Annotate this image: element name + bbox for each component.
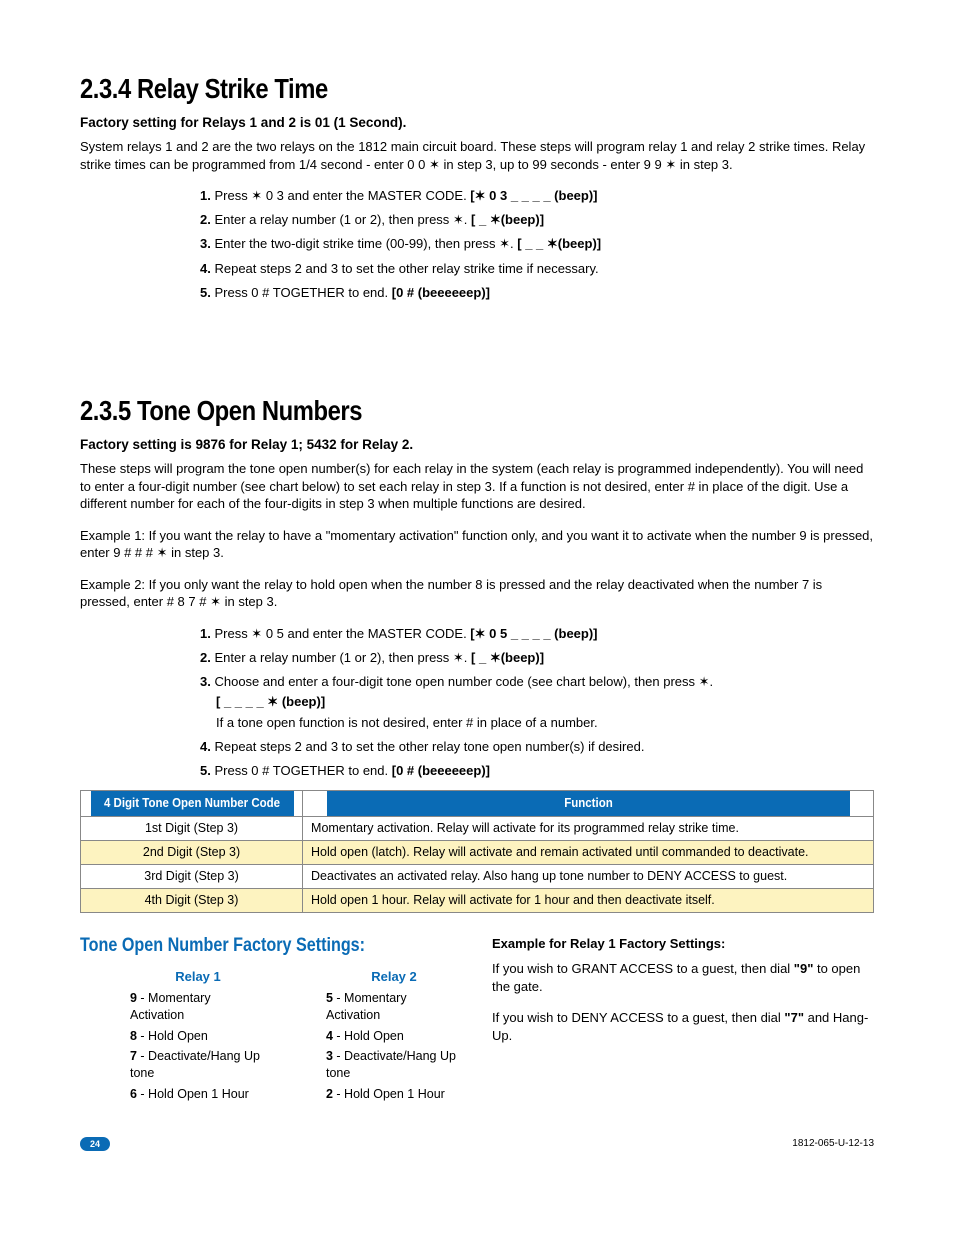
section-234-title: 2.3.4 Relay Strike Time [80, 70, 755, 108]
table-row: 4th Digit (Step 3) Hold open 1 hour. Rel… [81, 888, 874, 912]
step: 1. Press ✶ 0 3 and enter the MASTER CODE… [200, 187, 874, 205]
relay2-title: Relay 2 [326, 968, 462, 986]
section-235-para1: These steps will program the tone open n… [80, 460, 874, 513]
section-234-para: System relays 1 and 2 are the two relays… [80, 138, 874, 173]
section-235-steps: 1. Press ✶ 0 5 and enter the MASTER CODE… [200, 625, 874, 780]
doc-id: 1812-065-U-12-13 [792, 1137, 874, 1151]
example-heading: Example for Relay 1 Factory Settings: [492, 935, 874, 953]
section-235-ex2: Example 2: If you only want the relay to… [80, 576, 874, 611]
table-row: 3rd Digit (Step 3) Deactivates an activa… [81, 864, 874, 888]
step: 5. Press 0 # TOGETHER to end. [0 # (beee… [200, 284, 874, 302]
relay-item: 4 - Hold Open [326, 1028, 462, 1045]
step: 4. Repeat steps 2 and 3 to set the other… [200, 738, 874, 756]
example-p2: If you wish to DENY ACCESS to a guest, t… [492, 1009, 874, 1044]
page-footer: 24 1812-065-U-12-13 [80, 1137, 874, 1151]
step: 1. Press ✶ 0 5 and enter the MASTER CODE… [200, 625, 874, 643]
relay-item: 3 - Deactivate/Hang Up tone [326, 1048, 462, 1082]
section-234-factory: Factory setting for Relays 1 and 2 is 01… [80, 114, 874, 132]
table-row: 1st Digit (Step 3) Momentary activation.… [81, 817, 874, 841]
lower-block: Tone Open Number Factory Settings: Relay… [80, 933, 874, 1107]
step: 2. Enter a relay number (1 or 2), then p… [200, 211, 874, 229]
example-p1: If you wish to GRANT ACCESS to a guest, … [492, 960, 874, 995]
section-235-factory: Factory setting is 9876 for Relay 1; 543… [80, 436, 874, 454]
section-234-steps: 1. Press ✶ 0 3 and enter the MASTER CODE… [200, 187, 874, 302]
relay2-col: Relay 2 5 - Momentary Activation 4 - Hol… [326, 968, 462, 1107]
relay1-title: Relay 1 [130, 968, 266, 986]
table-header-code: 4 Digit Tone Open Number Code [89, 791, 293, 817]
table-header-function: Function [325, 791, 850, 817]
relay1-col: Relay 1 9 - Momentary Activation 8 - Hol… [130, 968, 266, 1107]
relay-item: 8 - Hold Open [130, 1028, 266, 1045]
step: 5. Press 0 # TOGETHER to end. [0 # (beee… [200, 762, 874, 780]
step: 2. Enter a relay number (1 or 2), then p… [200, 649, 874, 667]
section-235-ex1: Example 1: If you want the relay to have… [80, 527, 874, 562]
relay-item: 9 - Momentary Activation [130, 990, 266, 1024]
section-235-title: 2.3.5 Tone Open Numbers [80, 392, 755, 430]
page-number: 24 [80, 1137, 110, 1151]
table-row: 2nd Digit (Step 3) Hold open (latch). Re… [81, 840, 874, 864]
relay-item: 6 - Hold Open 1 Hour [130, 1086, 266, 1103]
step: 3. Choose and enter a four-digit tone op… [200, 673, 874, 732]
step: 3. Enter the two-digit strike time (00-9… [200, 235, 874, 253]
step: 4. Repeat steps 2 and 3 to set the other… [200, 260, 874, 278]
factory-settings-block: Tone Open Number Factory Settings: Relay… [80, 933, 462, 1107]
relay-item: 5 - Momentary Activation [326, 990, 462, 1024]
relay-item: 2 - Hold Open 1 Hour [326, 1086, 462, 1103]
example-block: Example for Relay 1 Factory Settings: If… [492, 933, 874, 1107]
tone-open-code-table: 4 Digit Tone Open Number Code Function 1… [80, 790, 874, 912]
relay-item: 7 - Deactivate/Hang Up tone [130, 1048, 266, 1082]
factory-settings-heading: Tone Open Number Factory Settings: [80, 933, 405, 959]
